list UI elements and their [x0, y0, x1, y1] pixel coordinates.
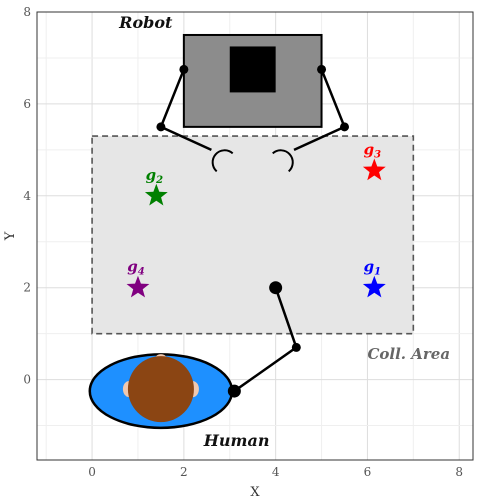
robot-label: Robot: [118, 13, 173, 32]
goal-g1-star: [362, 275, 386, 298]
robot-right-gripper: [272, 149, 294, 173]
robot-left-gripper: [211, 149, 234, 173]
y-tick-label: 4: [23, 189, 31, 203]
human-head: [127, 356, 194, 423]
goal-g4-star: [126, 275, 150, 298]
y-axis-label: Y: [3, 231, 18, 241]
human-hand: [269, 281, 283, 295]
goal-g1-label: g1: [364, 258, 381, 278]
y-tick-label: 2: [23, 281, 31, 295]
robot-core: [229, 46, 276, 93]
tick-labels: 0 2 4 6 8 0 2 4 6 8: [23, 5, 463, 479]
robot-joint: [317, 64, 327, 74]
robot: [156, 33, 349, 173]
collision-area-label: Coll. Area: [367, 345, 450, 363]
robot-joint: [339, 122, 349, 132]
goals: g1 g2 g3 g4: [126, 141, 386, 298]
plot-frame: [36, 11, 474, 461]
x-tick-label: 8: [455, 465, 463, 479]
x-tick-label: 6: [364, 465, 372, 479]
human-elbow: [291, 342, 301, 352]
goal-g3-star: [362, 158, 386, 181]
x-tick-label: 4: [272, 465, 280, 479]
human: [88, 281, 301, 430]
robot-joint: [156, 122, 166, 132]
x-tick-label: 0: [88, 465, 96, 479]
y-tick-label: 0: [23, 373, 31, 387]
goal-g4-label: g4: [127, 258, 145, 278]
human-label: Human: [203, 431, 270, 450]
y-tick-label: 8: [23, 5, 31, 19]
collision-area: [91, 135, 415, 335]
goal-g2-star: [144, 183, 168, 206]
goal-g3-label: g3: [364, 141, 382, 161]
x-axis-label: X: [250, 485, 260, 500]
human-shoulder: [227, 384, 241, 398]
robot-joint: [179, 64, 189, 74]
x-tick-label: 2: [180, 465, 188, 479]
y-tick-label: 6: [23, 97, 31, 111]
goal-g2-label: g2: [146, 166, 164, 186]
